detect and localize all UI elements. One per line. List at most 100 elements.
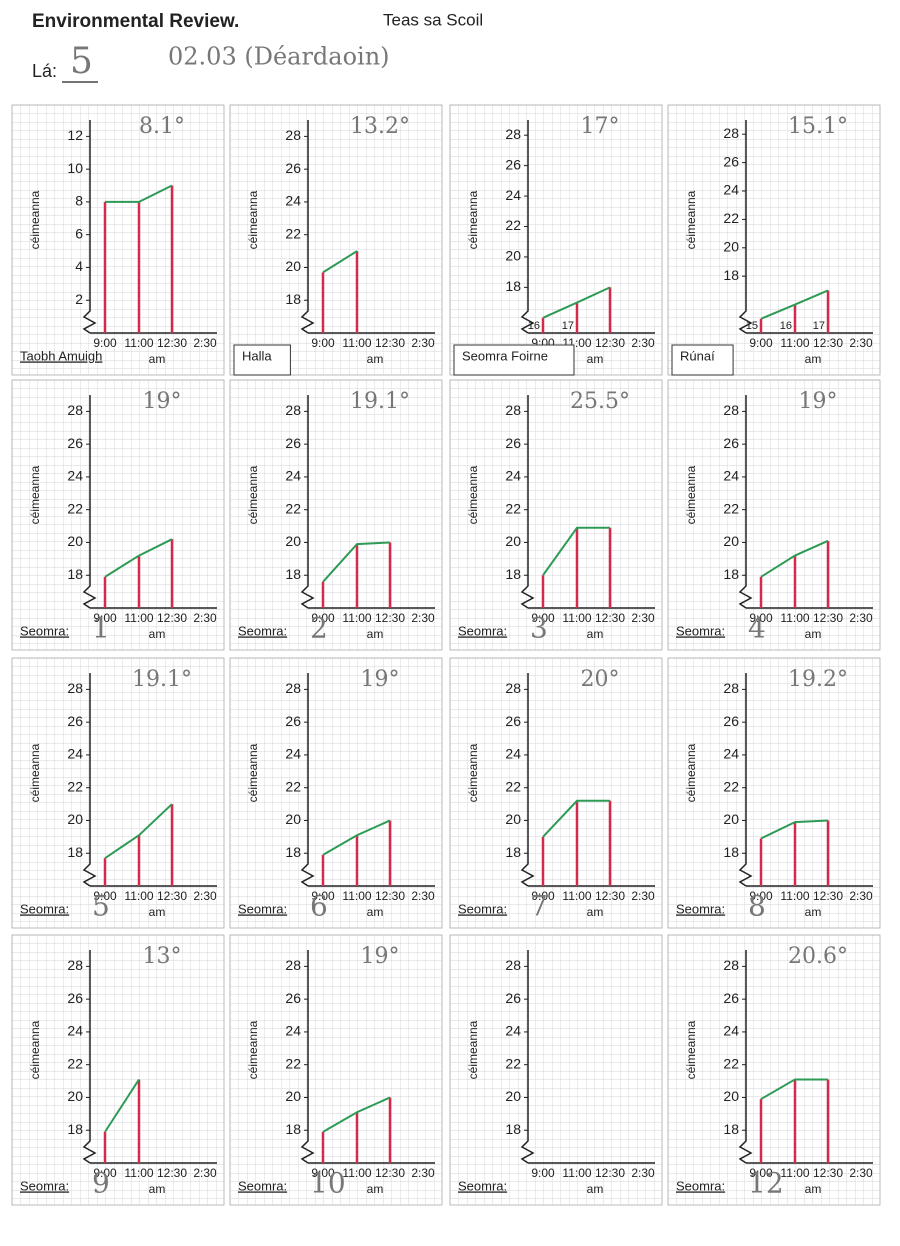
x-tick-label: 2:30: [411, 1166, 435, 1180]
y-tick-label: 24: [723, 1023, 739, 1039]
room-number: 1: [92, 612, 110, 645]
y-tick-label: 28: [505, 402, 521, 418]
x-axis-label: am: [805, 1182, 822, 1196]
title: Environmental Review.: [32, 11, 239, 32]
y-tick-label: 18: [67, 844, 83, 860]
x-axis-label: am: [805, 627, 822, 641]
y-axis-label: céimeanna: [684, 190, 698, 249]
label-box: [233, 344, 291, 376]
graph-paper: [449, 657, 663, 929]
y-tick-label: 24: [67, 746, 83, 762]
y-axis-label: céimeanna: [466, 1020, 480, 1079]
x-tick-label: 11:00: [124, 889, 153, 903]
y-tick-label: 28: [723, 125, 739, 141]
y-tick-label: 24: [67, 468, 83, 484]
x-tick-label: 9:00: [93, 611, 117, 625]
y-axis-label: céimeanna: [466, 190, 480, 249]
average-temp: 20°: [581, 667, 620, 692]
x-axis-label: am: [587, 352, 604, 366]
x-tick-label: 11:00: [342, 889, 371, 903]
x-tick-label: 11:00: [342, 336, 371, 350]
x-tick-label: 11:00: [124, 336, 153, 350]
x-tick-label: 2:30: [849, 889, 873, 903]
graph-paper: [667, 104, 881, 376]
y-tick-label: 20: [723, 1088, 739, 1104]
temp-line: [760, 819, 829, 840]
room-label: Seomra:: [238, 901, 287, 916]
x-axis-label: am: [587, 627, 604, 641]
x-tick-label: 2:30: [631, 336, 655, 350]
y-tick-label: 28: [285, 957, 301, 973]
y-tick-label: 22: [67, 778, 83, 794]
x-tick-label: 11:00: [780, 1166, 809, 1180]
graph-paper: [667, 657, 881, 929]
graph-paper: [229, 657, 443, 929]
y-tick-label: 22: [723, 778, 739, 794]
y-tick-label: 28: [723, 402, 739, 418]
y-tick-label: 22: [285, 1055, 301, 1071]
room-label: Seomra:: [20, 623, 69, 638]
y-tick-label: 26: [505, 713, 521, 729]
chart-panel: 18 20 22 24 26 28 céimeanna 9:00 11:00 12:30 2:30 a…: [229, 934, 443, 1206]
y-tick-label: 26: [505, 990, 521, 1006]
y-tick-label: 24: [285, 1023, 301, 1039]
temp-line: [104, 538, 173, 578]
room-label: Seomra:: [458, 901, 507, 916]
y-tick-label: 20: [67, 533, 83, 549]
room-number: 12: [748, 1167, 784, 1200]
x-axis-label: am: [149, 1182, 166, 1196]
y-tick-label: 26: [285, 713, 301, 729]
y-axis-label: céimeanna: [684, 743, 698, 802]
graph-paper: [449, 934, 663, 1206]
y-axis-label: céimeanna: [246, 465, 260, 524]
y-tick-label: 22: [67, 500, 83, 516]
y-tick-label: 24: [285, 468, 301, 484]
temp-line: [542, 799, 610, 838]
y-tick-label: 18: [285, 844, 301, 860]
x-tick-label: 12:30: [595, 611, 625, 625]
y-axis: [300, 120, 315, 334]
y-tick-label: 26: [723, 435, 739, 451]
average-temp: 15.1°: [788, 114, 848, 139]
y-axis: [300, 673, 315, 887]
x-tick-label: 2:30: [849, 336, 873, 350]
y-axis-label: céimeanna: [466, 743, 480, 802]
x-axis-label: am: [149, 627, 166, 641]
y-tick-label: 22: [723, 1055, 739, 1071]
average-temp: 17°: [581, 114, 620, 139]
y-axis: [738, 950, 753, 1164]
y-tick-label: 20: [285, 811, 301, 827]
average-temp: 13°: [143, 944, 182, 969]
y-tick-label: 18: [67, 566, 83, 582]
y-axis-label: céimeanna: [28, 190, 42, 249]
y-tick-label: 24: [723, 182, 739, 198]
y-axis: [520, 950, 535, 1164]
chart-panel: 18 20 22 24 26 28 céimeanna 9:00 11:00 12:30 2:30 a…: [229, 104, 443, 376]
subtitle: Teas sa Scoil: [383, 10, 483, 29]
y-tick-label: 22: [285, 778, 301, 794]
y-tick-label: 20: [67, 811, 83, 827]
y-tick-label: 20: [723, 811, 739, 827]
y-tick-label: 26: [723, 713, 739, 729]
y-tick-label: 20: [505, 533, 521, 549]
y-tick-label: 26: [285, 435, 301, 451]
x-tick-label: 11:00: [124, 1166, 153, 1180]
y-tick-label: 20: [285, 1088, 301, 1104]
y-tick-label: 26: [67, 990, 83, 1006]
x-tick-label: 11:00: [562, 1166, 591, 1180]
y-tick-label: 18: [285, 566, 301, 582]
room-number: 4: [748, 612, 766, 645]
y-axis-label: céimeanna: [466, 465, 480, 524]
x-tick-label: 2:30: [411, 336, 435, 350]
y-tick-label: 28: [67, 402, 83, 418]
y-axis-label: céimeanna: [246, 1020, 260, 1079]
x-axis-label: am: [367, 352, 384, 366]
chart-panel: 18 20 22 24 26 28 céimeanna 9:00 11:00 12:30 2:30 a…: [449, 657, 663, 929]
x-axis-label: am: [805, 352, 822, 366]
chart-panel: 18 20 22 24 26 28 céimeanna 9:00 11:00 12:30 2:30 a…: [667, 104, 881, 376]
graph-paper: [449, 104, 663, 376]
y-tick-label: 20: [285, 258, 301, 274]
label-box: [453, 344, 575, 376]
temp-line: [104, 1078, 140, 1133]
